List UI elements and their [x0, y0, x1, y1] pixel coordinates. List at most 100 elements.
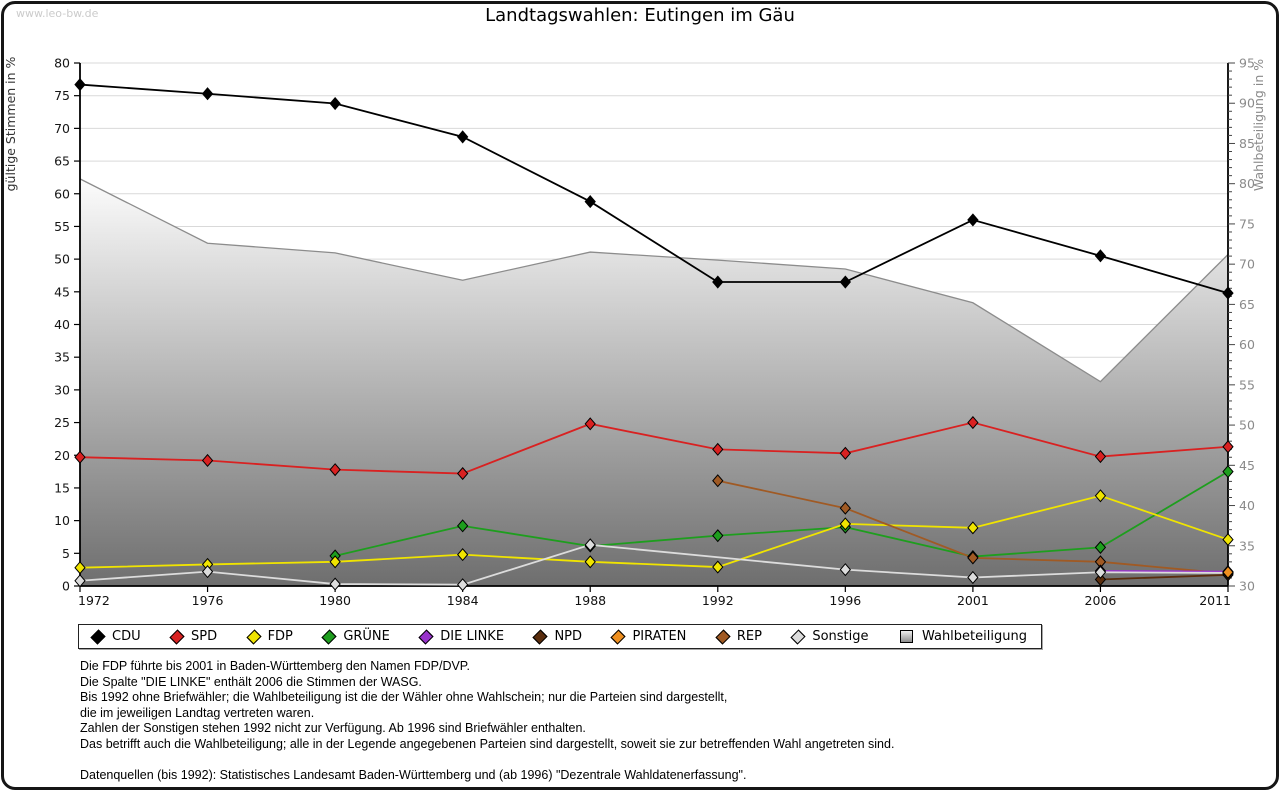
legend-item-label: Wahlbeteiligung — [921, 629, 1027, 644]
data-point-grüne — [712, 529, 724, 543]
data-point-sonstige — [584, 538, 596, 552]
data-point-spd — [74, 450, 86, 464]
data-point-cdu — [584, 195, 596, 209]
data-point-sonstige — [839, 563, 851, 577]
data-point-grüne — [1094, 540, 1107, 554]
data-point-spd — [1094, 449, 1107, 464]
legend-item-label: DIE LINKE — [440, 629, 505, 644]
footnote-line: Bis 1992 ohne Briefwähler; die Wahlbetei… — [80, 690, 728, 704]
page-title: Landtagswahlen: Eutingen im Gäu — [485, 5, 795, 26]
data-point-spd — [967, 415, 979, 430]
series-line-npd — [1100, 573, 1229, 581]
left-axis-tick-label: 15 — [54, 480, 70, 495]
right-axis-tick-label: 85 — [1239, 136, 1255, 151]
x-axis-tick-label: 1972 — [78, 593, 110, 608]
series-diamond-icon — [169, 628, 185, 645]
data-point-rep — [712, 474, 724, 488]
legend-item-spd: SPD — [169, 628, 218, 645]
data-point-cdu — [329, 96, 341, 111]
axes-layer: 0 5 10 15 20 25 30 35 40 45 50 55 60 65 70 75 80 30 35 40 45… — [54, 56, 1255, 609]
turnout-area-layer — [79, 178, 1229, 586]
turnout-swatch-icon — [899, 630, 913, 643]
left-axis-tick-label: 35 — [54, 350, 70, 365]
data-point-sonstige — [329, 577, 341, 591]
data-point-fdp — [967, 521, 979, 535]
right-axis-tick-label: 45 — [1239, 458, 1255, 473]
data-point-piraten — [1222, 565, 1234, 579]
left-axis-tick-label: 25 — [54, 415, 70, 430]
data-point-fdp — [584, 555, 596, 569]
series-line-spd — [79, 421, 1229, 475]
watermark: www.leo-bw.de — [16, 7, 99, 20]
left-axis-tick-label: 0 — [62, 579, 70, 594]
data-point-fdp — [457, 548, 469, 562]
footnote-line: die im jeweiligen Landtag vertreten ware… — [80, 705, 315, 720]
right-axis-tick-label: 30 — [1239, 579, 1255, 594]
left-axis-tick-label: 65 — [54, 154, 70, 169]
x-axis-tick-label: 1976 — [192, 593, 224, 608]
x-axis-tick-label: 1984 — [447, 593, 479, 608]
legend-item-wahlbeteiligung: Wahlbeteiligung — [899, 629, 1027, 644]
data-point-spd — [201, 453, 214, 468]
data-point-spd — [712, 442, 724, 456]
right-axis-tick-label: 75 — [1239, 216, 1255, 231]
right-axis-tick-label: 35 — [1239, 538, 1255, 553]
footnote-line: Die Spalte "DIE LINKE" enthält 2006 die … — [80, 674, 422, 689]
series-diamond-icon — [532, 628, 549, 645]
data-point-fdp — [329, 555, 341, 569]
data-point-sonstige — [74, 574, 86, 588]
left-axis-tick-label: 60 — [54, 186, 70, 201]
series-diamond-icon — [610, 628, 627, 645]
series-diamond-icon — [790, 628, 806, 645]
series-line-fdp — [79, 494, 1229, 569]
left-axis-tick-label: 80 — [54, 56, 70, 71]
series-line-cdu — [79, 83, 1229, 294]
legend-item-cdu: CDU — [90, 628, 141, 645]
left-axis-tick-label: 50 — [54, 252, 70, 267]
data-point-grüne — [1222, 465, 1234, 479]
data-point-fdp — [712, 560, 724, 574]
right-axis-tick-label: 60 — [1239, 337, 1255, 352]
x-axis-tick-label: 1980 — [319, 593, 351, 608]
x-axis-tick-label: 1996 — [829, 593, 861, 608]
x-axis-tick-label: 2006 — [1085, 593, 1117, 608]
data-point-cdu — [1222, 286, 1234, 300]
data-point-fdp — [1222, 533, 1234, 547]
left-axis-tick-label: 20 — [54, 448, 70, 463]
right-axis-tick-label: 50 — [1239, 418, 1255, 433]
left-axis-title: gültige Stimmen in % — [3, 56, 18, 191]
right-axis-tick-label: 95 — [1239, 56, 1255, 71]
legend-item-npd: NPD — [532, 628, 583, 645]
legend-item-grüne: GRÜNE — [321, 628, 390, 645]
legend-item-label: NPD — [554, 629, 583, 644]
data-point-fdp — [839, 517, 851, 531]
data-point-npd — [1094, 572, 1107, 587]
data-point-sonstige — [201, 565, 214, 579]
data-point-cdu — [1094, 249, 1107, 263]
x-axis-tick-label: 2001 — [957, 593, 989, 608]
series-line-die-linke — [1100, 570, 1229, 573]
data-point-cdu — [457, 130, 469, 144]
footnote-line: Zahlen der Sonstigen stehen 1992 nicht z… — [80, 721, 586, 735]
left-axis-tick-label: 40 — [54, 317, 70, 332]
data-point-sonstige — [457, 578, 469, 592]
legend-item-label: SPD — [191, 629, 218, 644]
x-axis-tick-label: 1992 — [702, 593, 734, 608]
right-axis-tick-label: 80 — [1239, 176, 1255, 191]
footnote-line: Das betrifft auch die Wahlbeteiligung; a… — [80, 736, 895, 751]
data-point-spd — [839, 446, 851, 460]
data-point-rep — [967, 551, 979, 565]
left-axis-tick-label: 75 — [54, 88, 70, 103]
right-axis-tick-label: 70 — [1239, 257, 1255, 272]
right-axis-tick-label: 65 — [1239, 297, 1255, 312]
data-point-spd — [1222, 440, 1234, 454]
footnote-line: Datenquellen (bis 1992): Statistisches L… — [80, 767, 747, 782]
data-point-sonstige — [967, 570, 979, 585]
series-diamond-icon — [715, 628, 731, 645]
footnote-line — [80, 752, 894, 768]
left-axis-tick-label: 45 — [54, 284, 70, 299]
data-point-cdu — [967, 213, 979, 227]
legend: CDU SPD FDP GRÜNE DIE LINKE NPD PIRATEN REP Sons… — [78, 624, 1042, 649]
data-point-rep — [839, 501, 851, 515]
